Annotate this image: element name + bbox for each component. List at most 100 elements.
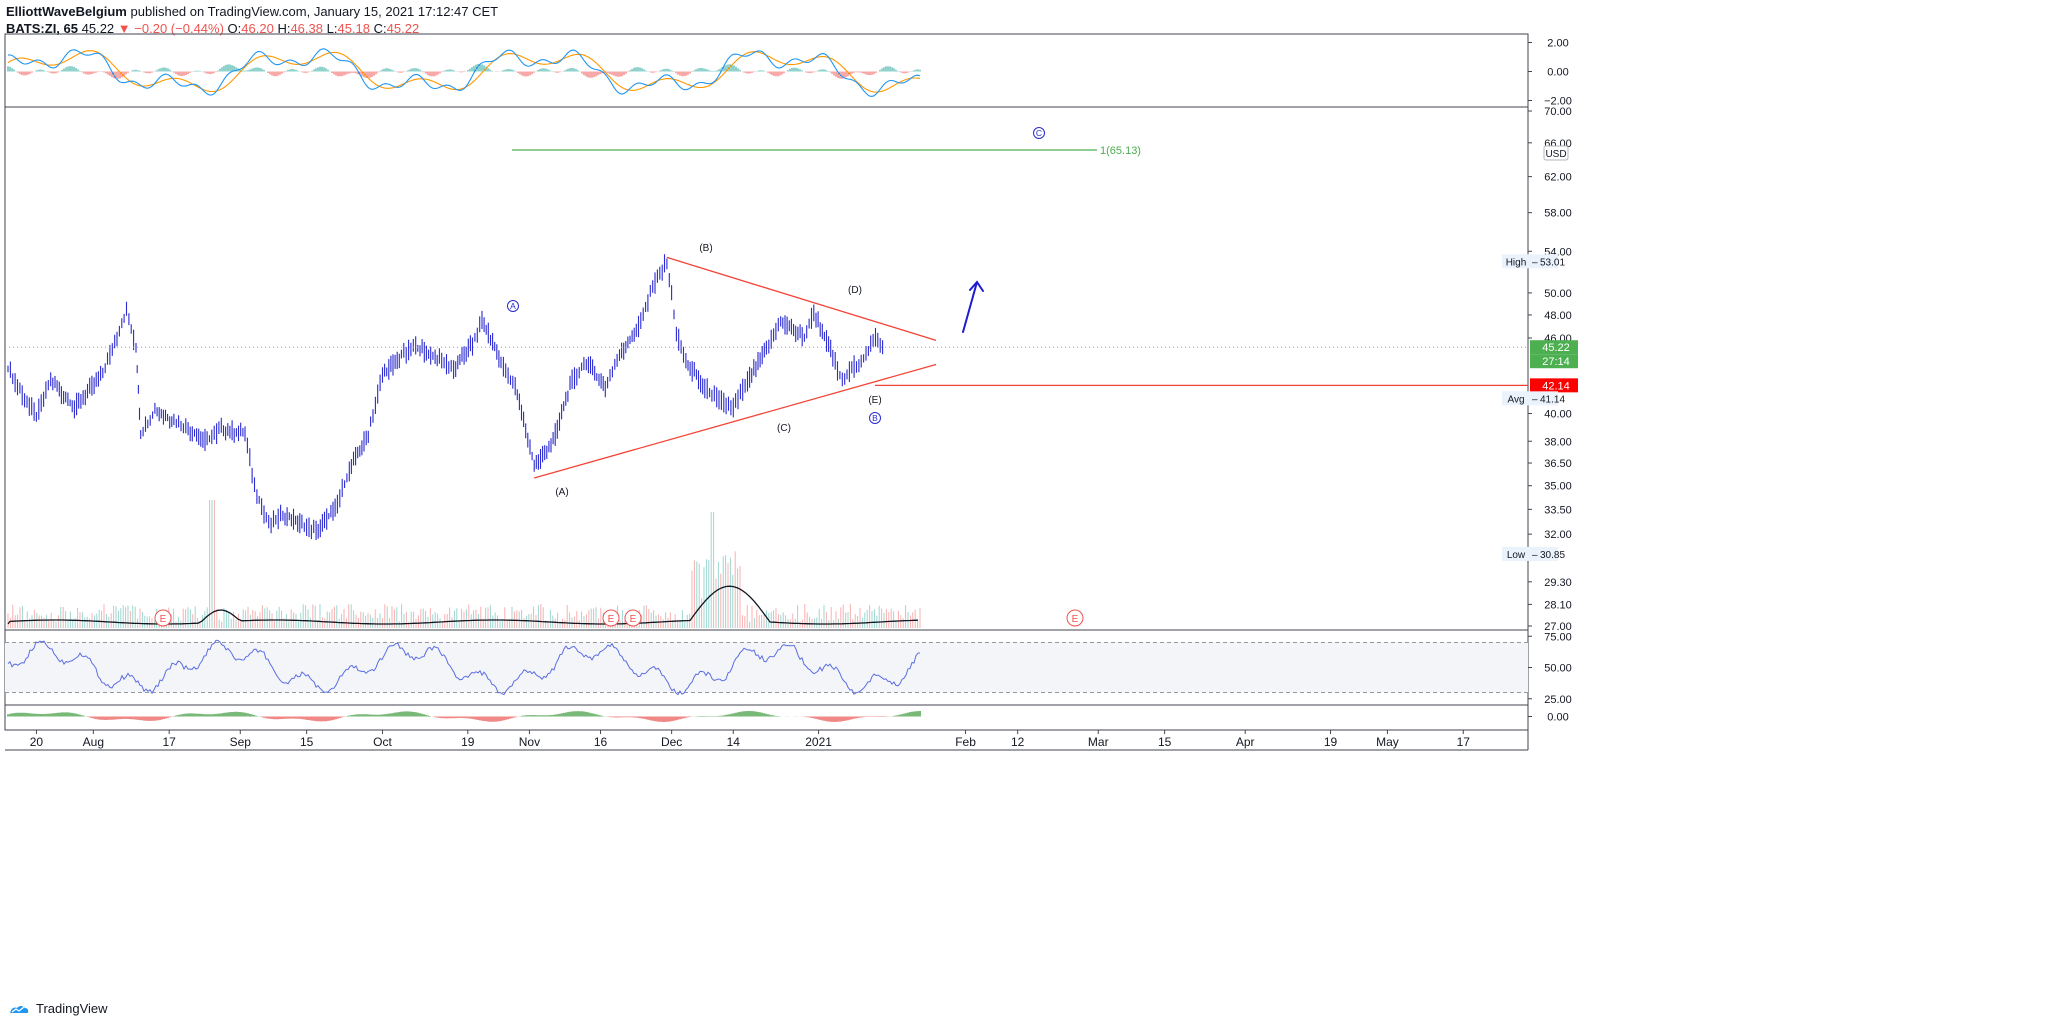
wave-circle-B-circle — [869, 412, 881, 424]
macd-y-tick-label: 0.00 — [1547, 67, 1568, 79]
x-tick-label: 17 — [1457, 735, 1471, 749]
rsi-band — [5, 642, 1528, 693]
x-tick-label: 19 — [461, 735, 475, 749]
close-value: 45.22 — [386, 21, 420, 36]
currency-box — [1543, 145, 1569, 161]
last-price: 45.22 — [81, 21, 115, 36]
momentum-y-tick-label: 0.00 — [1547, 712, 1568, 724]
rsi-y-tick-label: 75.00 — [1544, 631, 1572, 643]
publish-info: published on TradingView.com, January 15… — [130, 4, 499, 19]
price-pane[interactable] — [7, 254, 921, 628]
x-tick-label: 17 — [162, 735, 176, 749]
publish-line: ElliottWaveBelgium published on TradingV… — [6, 3, 498, 20]
price-change: −0.20 (−0.44%) — [134, 21, 224, 36]
level-badge-bg — [1530, 378, 1578, 393]
wave-circle-C-circle — [1033, 127, 1045, 139]
y-tick-label: 50.00 — [1544, 288, 1572, 300]
rsi-line — [7, 639, 921, 696]
earnings-marker-1: E — [608, 614, 615, 625]
y-tick-label: 33.50 — [1544, 504, 1572, 516]
low-badge-dash: – — [1532, 550, 1538, 561]
rsi-y-tick-label: 50.00 — [1544, 663, 1572, 675]
x-tick-label: 20 — [30, 735, 44, 749]
y-tick-label: 32.00 — [1544, 529, 1572, 541]
momentum-frame — [4, 704, 1529, 731]
momentum-bars-down — [87, 716, 891, 722]
earnings-marker-circle — [154, 609, 172, 627]
macd-pane[interactable] — [7, 48, 921, 97]
author-name[interactable]: ElliottWaveBelgium — [6, 4, 127, 19]
low-badge-value: 30.85 — [1540, 550, 1565, 561]
x-tick-label: 16 — [594, 735, 608, 749]
annotations: 1(65.13) (A) (B) (C) (D) (E) A B C E E E E — [5, 127, 1528, 627]
macd-hist-down — [17, 71, 911, 79]
low-label: L: — [326, 21, 338, 36]
wave-circle-C: C — [1036, 128, 1042, 138]
x-tick-label: Nov — [519, 735, 540, 749]
wave-circle-A: A — [510, 301, 516, 311]
open-label: O: — [227, 21, 242, 36]
earnings-marker-circle — [602, 609, 620, 627]
high-label: H: — [277, 21, 291, 36]
axes: 20 Aug 17 Sep 15 Oct 19 Nov 16 Dec 14 2021 Feb 12 Mar 1… — [30, 38, 1578, 749]
avg-badge-value: 41.14 — [1540, 394, 1565, 405]
high-badge-label: High — [1506, 257, 1527, 268]
projection-arrow-icon — [962, 280, 984, 333]
x-tick-label: Sep — [230, 735, 252, 749]
x-tick-label: Apr — [1236, 735, 1255, 749]
avg-badge-dash: – — [1532, 394, 1538, 405]
close-label: C: — [373, 21, 387, 36]
wave-label-B: (B) — [699, 243, 712, 254]
momentum-pane[interactable] — [7, 711, 921, 722]
triangle-upper-line — [666, 256, 937, 341]
macd-y-tick-label: 2.00 — [1547, 38, 1568, 50]
rsi-pane[interactable] — [5, 639, 1528, 696]
tradingview-logo-icon — [10, 1005, 29, 1013]
x-tick-label: 14 — [727, 735, 741, 749]
volume-bars-down — [7, 500, 921, 628]
y-tick-label: 36.50 — [1544, 458, 1572, 470]
earnings-marker-circle — [1066, 609, 1084, 627]
x-tick-label: 15 — [300, 735, 314, 749]
y-tick-label: 48.00 — [1544, 310, 1572, 322]
y-tick-label: 54.00 — [1544, 246, 1572, 258]
price-series — [7, 254, 884, 540]
avg-badge-label: Avg — [1507, 394, 1524, 405]
earnings-marker-0: E — [160, 614, 167, 625]
wave-label-D: (D) — [848, 285, 862, 296]
low-badge-bg — [1502, 546, 1558, 561]
footer-brand[interactable]: TradingView — [36, 1001, 108, 1016]
high-badge-bg — [1502, 254, 1558, 269]
high-value: 46.38 — [290, 21, 323, 36]
ohlc-line: BATS:ZI, 65 45.22 ▼ −0.20 (−0.44%) O:46.… — [6, 20, 498, 37]
y-tick-label: 58.00 — [1544, 208, 1572, 220]
low-value: 45.18 — [337, 21, 371, 36]
avg-badge-bg — [1502, 391, 1558, 406]
last-price-badge-bg — [1530, 340, 1578, 355]
rsi-y-tick-label: 25.00 — [1544, 694, 1572, 706]
earnings-marker-circle — [624, 609, 642, 627]
wave-label-C: (C) — [777, 423, 791, 434]
x-tick-label: 15 — [1158, 735, 1172, 749]
macd-line — [7, 48, 921, 97]
x-tick-label: Aug — [83, 735, 104, 749]
level-badge: 42.14 — [1542, 380, 1570, 392]
earnings-marker-3: E — [1072, 614, 1079, 625]
open-value: 46.20 — [241, 21, 274, 36]
high-badge-value: 53.01 — [1540, 257, 1565, 268]
y-tick-label: 27.00 — [1544, 621, 1572, 633]
wave-label-E: (E) — [868, 395, 881, 406]
target-label: 1(65.13) — [1100, 145, 1141, 157]
countdown-badge: 27:14 — [1542, 356, 1570, 368]
x-tick-label: May — [1376, 735, 1399, 749]
chart-header: ElliottWaveBelgium published on TradingV… — [6, 3, 498, 37]
high-badge-dash: – — [1532, 257, 1538, 268]
wave-label-A: (A) — [555, 487, 568, 498]
macd-y-tick-label: −2.00 — [1544, 96, 1572, 108]
triangle-lower-line — [533, 363, 937, 479]
y-tick-label: 40.00 — [1544, 409, 1572, 421]
last-price-badge: 45.22 — [1542, 342, 1570, 354]
down-arrow-icon: ▼ — [117, 21, 131, 36]
x-tick-label: Oct — [373, 735, 392, 749]
